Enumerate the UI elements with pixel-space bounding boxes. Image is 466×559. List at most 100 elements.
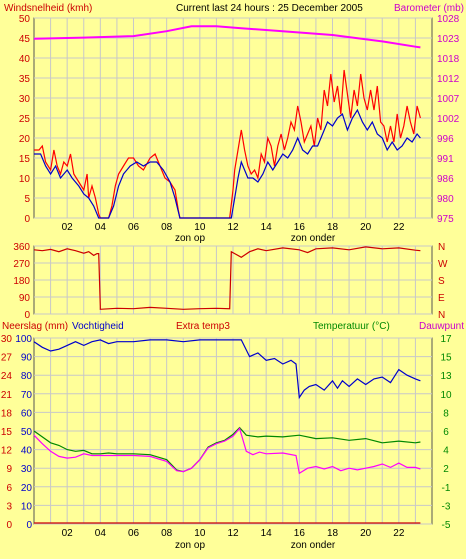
compass-tick-label: E — [438, 293, 445, 304]
temperature-tick-label: -1 — [442, 483, 451, 494]
barometer-tick-label: 1002 — [437, 114, 460, 125]
x-tick-label: 20 — [360, 528, 372, 539]
rain-tick-label: 3 — [6, 501, 12, 512]
wind-gust-line — [34, 69, 421, 219]
temperature-tick-label: -3 — [442, 501, 451, 512]
barometer-tick-label: 980 — [437, 194, 454, 205]
humidity-tick-label: 10 — [21, 501, 33, 512]
chart-title: Current last 24 hours : 25 December 2005 — [176, 3, 363, 14]
rain-tick-label: 27 — [1, 353, 13, 364]
barometer-tick-label: 975 — [437, 214, 454, 225]
humidity-tick-label: 60 — [21, 408, 33, 419]
rain-tick-label: 0 — [6, 520, 12, 531]
temperature-tick-label: 17 — [440, 334, 452, 345]
x-tick-label: 12 — [227, 528, 239, 539]
wind-tick-label: 45 — [19, 34, 31, 45]
x-tick-label: 08 — [161, 222, 173, 233]
barometer-tick-label: 1007 — [437, 94, 460, 105]
x-tick-label: 16 — [294, 528, 306, 539]
wind-tick-label: 15 — [19, 154, 31, 165]
x-tick-label: 08 — [161, 528, 173, 539]
humidity-axis-title: Vochtigheid — [72, 321, 124, 332]
wind-direction-line — [33, 246, 421, 310]
x-tick-label: 18 — [327, 222, 339, 233]
temperature-tick-label: 4 — [443, 446, 449, 457]
x-tick-label: 06 — [128, 222, 140, 233]
barometer-tick-label: 1023 — [437, 34, 460, 45]
x-tick-label: 22 — [393, 528, 405, 539]
direction-tick-label: 90 — [19, 293, 31, 304]
x-tick-label: 10 — [194, 222, 206, 233]
humidity-line — [33, 339, 421, 400]
humidity-tick-label: 90 — [21, 353, 33, 364]
compass-tick-label: S — [438, 276, 445, 287]
temperature-tick-label: 10 — [440, 390, 452, 401]
barometer-tick-label: 986 — [437, 174, 454, 185]
compass-tick-label: N — [438, 310, 445, 321]
direction-tick-label: 180 — [13, 276, 30, 287]
humidity-tick-label: 0 — [26, 520, 32, 531]
wind-tick-label: 30 — [19, 94, 31, 105]
direction-tick-label: 0 — [24, 310, 30, 321]
wind-tick-label: 20 — [19, 134, 31, 145]
rain-tick-label: 9 — [6, 464, 12, 475]
temperature-tick-label: 13 — [440, 371, 452, 382]
direction-tick-label: 270 — [13, 259, 30, 270]
wind-tick-label: 10 — [19, 174, 31, 185]
sunrise-label-bottom: zon op — [175, 540, 205, 551]
wind-tick-label: 0 — [24, 214, 30, 225]
temperature-tick-label: 2 — [443, 464, 449, 475]
temperature-tick-label: 15 — [440, 353, 452, 364]
direction-tick-label: 360 — [13, 242, 30, 253]
extra-temp-title: Extra temp3 — [176, 321, 230, 332]
temperature-axis-title: Temperatuur (°C) — [313, 321, 390, 332]
barometer-tick-label: 991 — [437, 154, 454, 165]
dewpoint-line — [33, 427, 421, 475]
rain-tick-label: 24 — [1, 371, 13, 382]
wind-tick-label: 50 — [19, 14, 31, 25]
sunset-label-top: zon onder — [291, 233, 336, 244]
humidity-tick-label: 30 — [21, 464, 33, 475]
barometer-tick-label: 1012 — [437, 74, 460, 85]
x-tick-label: 10 — [194, 528, 206, 539]
temperature-tick-label: 8 — [443, 408, 449, 419]
wind-speed-axis-title: Windsnelheid (kmh) — [4, 3, 92, 14]
wind-tick-label: 25 — [19, 114, 31, 125]
wind-tick-label: 35 — [19, 74, 31, 85]
sunset-label-bottom: zon onder — [291, 540, 336, 551]
humidity-tick-label: 50 — [21, 427, 33, 438]
barometer-tick-label: 1018 — [437, 54, 460, 65]
rain-tick-label: 12 — [1, 446, 13, 457]
compass-tick-label: W — [438, 259, 448, 270]
rain-axis-title: Neerslag (mm) — [2, 321, 68, 332]
rain-tick-label: 15 — [1, 427, 13, 438]
x-tick-label: 02 — [62, 528, 74, 539]
rain-tick-label: 21 — [1, 390, 13, 401]
humidity-tick-label: 100 — [15, 334, 32, 345]
humidity-tick-label: 20 — [21, 483, 33, 494]
wind-tick-label: 5 — [24, 194, 30, 205]
dewpoint-axis-title: Dauwpunt — [419, 321, 464, 332]
x-tick-label: 18 — [327, 528, 339, 539]
humidity-tick-label: 70 — [21, 390, 33, 401]
rain-tick-label: 18 — [1, 408, 13, 419]
rain-tick-label: 6 — [6, 483, 12, 494]
sunrise-label-top: zon op — [175, 233, 205, 244]
x-tick-label: 14 — [261, 528, 273, 539]
x-tick-label: 04 — [95, 528, 107, 539]
compass-tick-label: N — [438, 242, 445, 253]
x-tick-label: 04 — [95, 222, 107, 233]
humidity-tick-label: 80 — [21, 371, 33, 382]
temperature-tick-label: -5 — [442, 520, 451, 531]
temperature-tick-label: 6 — [443, 427, 449, 438]
rain-tick-label: 30 — [1, 334, 13, 345]
x-tick-label: 22 — [393, 222, 405, 233]
x-tick-label: 12 — [227, 222, 239, 233]
x-tick-label: 02 — [62, 222, 74, 233]
barometer-line — [33, 25, 421, 49]
barometer-axis-title: Barometer (mb) — [394, 3, 464, 14]
x-tick-label: 06 — [128, 528, 140, 539]
x-tick-label: 16 — [294, 222, 306, 233]
